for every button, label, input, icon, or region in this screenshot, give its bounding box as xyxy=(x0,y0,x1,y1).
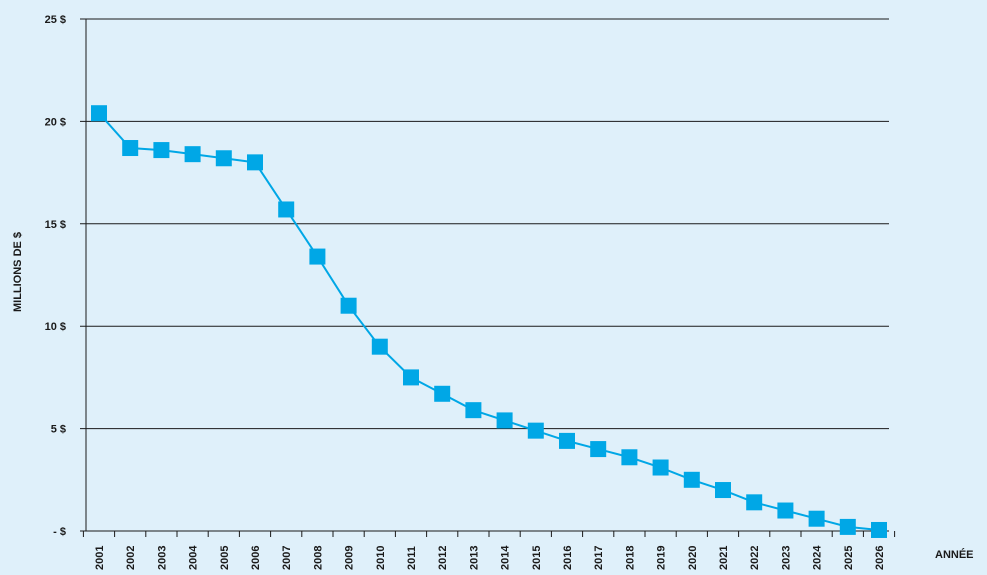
data-point-marker xyxy=(309,248,326,265)
data-point-marker xyxy=(715,482,731,499)
y-axis-ticks: - $ 5 $ 10 $ 15 $ 20 $ 25 $ xyxy=(45,14,66,538)
x-tick-label: 2009 xyxy=(344,546,356,570)
y-tick-label: 20 $ xyxy=(45,116,66,128)
x-tick-label: 2014 xyxy=(500,545,512,570)
x-tick-label: 2017 xyxy=(593,546,605,570)
data-point-marker xyxy=(371,338,388,355)
y-tick-label: 15 $ xyxy=(45,219,66,231)
y-tick-label: 5 $ xyxy=(51,424,66,436)
x-tick-label: 2024 xyxy=(812,545,824,570)
x-tick-label: 2001 xyxy=(94,546,106,570)
data-point-marker xyxy=(215,150,232,167)
y-tick-label: - $ xyxy=(53,526,66,538)
x-tick-label: 2019 xyxy=(656,546,668,570)
x-tick-label: 2018 xyxy=(624,546,636,570)
data-point-marker xyxy=(153,142,170,159)
x-tick-label: 2016 xyxy=(562,546,574,570)
x-tick-label: 2012 xyxy=(437,546,449,570)
series-line xyxy=(98,112,880,531)
x-tick-label: 2004 xyxy=(188,545,200,570)
x-tick-label: 2003 xyxy=(156,546,168,570)
data-point-marker xyxy=(590,441,607,458)
x-tick-label: 2015 xyxy=(531,546,543,570)
x-axis-title: ANNÉE xyxy=(935,548,974,561)
x-tick-label: 2006 xyxy=(250,546,262,570)
x-tick-label: 2025 xyxy=(843,546,855,570)
x-tick-label: 2002 xyxy=(125,546,137,570)
x-tick-label: 2013 xyxy=(468,546,480,570)
data-point-marker xyxy=(91,105,107,122)
data-point-marker xyxy=(839,518,856,535)
x-tick-label: 2007 xyxy=(281,546,293,570)
data-point-marker xyxy=(871,521,887,538)
data-point-marker xyxy=(652,459,669,476)
data-point-marker xyxy=(340,297,357,314)
data-point-marker xyxy=(403,369,419,386)
x-tick-label: 2010 xyxy=(375,546,387,570)
x-tick-label: 2022 xyxy=(749,546,761,570)
data-point-marker xyxy=(777,502,794,519)
data-point-marker xyxy=(559,432,575,449)
grid-lines xyxy=(80,18,889,532)
data-point-marker xyxy=(184,146,201,163)
axes xyxy=(82,19,896,537)
series-group xyxy=(91,105,887,538)
x-tick-label: 2008 xyxy=(312,546,324,570)
data-point-marker xyxy=(278,201,295,218)
data-point-marker xyxy=(247,154,263,171)
y-axis-title: MILLIONS DE $ xyxy=(12,232,24,312)
data-point-marker xyxy=(122,140,139,157)
data-point-marker xyxy=(746,494,763,511)
y-tick-label: 25 $ xyxy=(45,14,66,26)
data-point-marker xyxy=(808,510,825,527)
y-tick-label: 10 $ xyxy=(45,321,66,333)
data-point-marker xyxy=(683,471,700,488)
x-tick-label: 2026 xyxy=(874,546,886,570)
data-point-marker xyxy=(496,412,513,429)
x-tick-label: 2023 xyxy=(780,546,792,570)
x-tick-label: 2021 xyxy=(718,546,730,570)
x-axis-ticks: 2001 2002 2003 2004 2005 2006 2007 2008 2009 2010… xyxy=(94,545,886,570)
x-tick-label: 2020 xyxy=(687,546,699,570)
data-point-marker xyxy=(434,385,451,402)
x-tick-label: 2011 xyxy=(406,546,418,570)
x-tick-label: 2005 xyxy=(219,546,231,570)
data-point-marker xyxy=(621,449,638,466)
data-point-marker xyxy=(465,402,482,419)
data-point-marker xyxy=(527,422,544,439)
